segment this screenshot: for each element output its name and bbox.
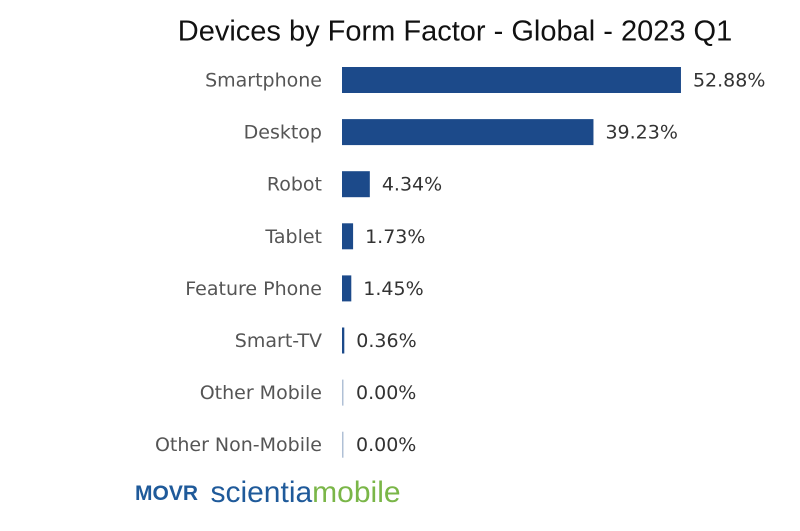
bar bbox=[342, 275, 352, 302]
category-label: Smartphone bbox=[205, 70, 322, 92]
bar bbox=[342, 431, 344, 458]
chart-title: Devices by Form Factor - Global - 2023 Q… bbox=[178, 16, 732, 48]
logo-mobile: mobile bbox=[312, 476, 400, 509]
category-label: Desktop bbox=[244, 122, 322, 144]
category-label: Other Mobile bbox=[200, 382, 322, 404]
logo: MOVR scientiamobile bbox=[135, 476, 401, 509]
bar bbox=[342, 223, 354, 250]
category-label: Other Non-Mobile bbox=[155, 434, 322, 456]
bar bbox=[342, 379, 344, 406]
value-label: 0.36% bbox=[356, 330, 416, 352]
category-label: Robot bbox=[267, 174, 322, 196]
value-label: 0.00% bbox=[356, 382, 416, 404]
value-label: 1.45% bbox=[363, 278, 423, 300]
logo-scientia: scientia bbox=[210, 476, 312, 509]
value-label: 39.23% bbox=[605, 122, 677, 144]
bar bbox=[342, 119, 594, 146]
value-label: 52.88% bbox=[693, 70, 765, 92]
category-label: Tablet bbox=[264, 226, 322, 248]
bar bbox=[342, 171, 370, 198]
category-label: Feature Phone bbox=[185, 278, 322, 300]
bar bbox=[342, 67, 681, 93]
value-label: 0.00% bbox=[356, 434, 416, 456]
value-label: 4.34% bbox=[382, 174, 442, 196]
category-label: Smart-TV bbox=[235, 330, 322, 352]
logo-movr: MOVR bbox=[135, 482, 198, 505]
bar bbox=[342, 327, 345, 354]
value-label: 1.73% bbox=[365, 226, 425, 248]
